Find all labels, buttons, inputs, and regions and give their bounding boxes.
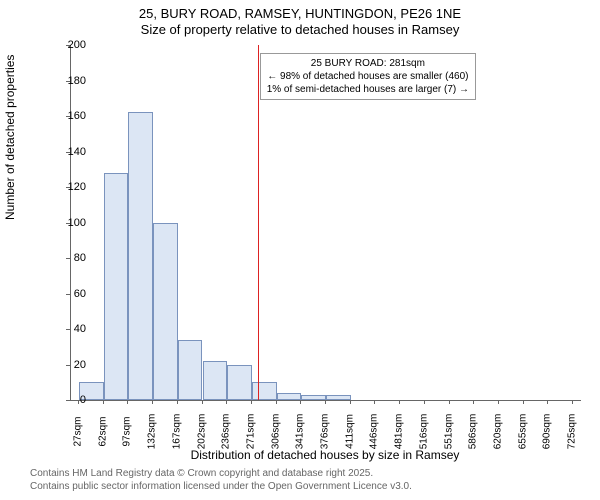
footer-line-2: Contains public sector information licen… [30, 481, 412, 492]
plot-area: 25 BURY ROAD: 281sqm ← 98% of detached h… [70, 45, 581, 401]
histogram-bar [153, 223, 178, 401]
x-tick-mark [350, 400, 351, 404]
y-tick-label: 80 [74, 252, 86, 264]
x-tick-mark [127, 400, 128, 404]
x-tick-label: 551sqm [443, 414, 454, 450]
annotation-line-1: 25 BURY ROAD: 281sqm [267, 57, 469, 70]
chart-container: 25, BURY ROAD, RAMSEY, HUNTINGDON, PE26 … [0, 0, 600, 500]
title-line-2: Size of property relative to detached ho… [0, 22, 600, 37]
y-tick-label: 200 [68, 39, 86, 51]
x-tick-label: 411sqm [344, 414, 355, 449]
x-tick-mark [177, 400, 178, 404]
x-tick-label: 341sqm [295, 414, 306, 450]
y-tick-label: 60 [74, 288, 86, 300]
x-tick-label: 27sqm [73, 416, 84, 446]
histogram-bar [104, 173, 129, 400]
y-tick-mark [66, 152, 70, 153]
histogram-bar [227, 365, 252, 401]
footer-line-1: Contains HM Land Registry data © Crown c… [30, 468, 373, 479]
histogram-bar [301, 395, 326, 400]
y-tick-mark [66, 258, 70, 259]
y-tick-label: 0 [80, 394, 86, 406]
x-tick-mark [202, 400, 203, 404]
y-tick-mark [66, 81, 70, 82]
x-tick-label: 516sqm [418, 414, 429, 450]
histogram-bar [326, 395, 351, 400]
x-tick-label: 62sqm [97, 416, 108, 446]
x-tick-label: 306sqm [270, 414, 281, 450]
y-tick-mark [66, 365, 70, 366]
x-tick-mark [374, 400, 375, 404]
y-tick-mark [66, 116, 70, 117]
y-tick-mark [66, 187, 70, 188]
x-tick-label: 481sqm [394, 414, 405, 450]
histogram-bar [203, 361, 228, 400]
x-tick-mark [325, 400, 326, 404]
y-tick-label: 20 [74, 359, 86, 371]
x-tick-label: 586sqm [468, 414, 479, 450]
x-tick-mark [78, 400, 79, 404]
histogram-bar [178, 340, 203, 400]
x-tick-label: 236sqm [221, 414, 232, 450]
x-tick-mark [424, 400, 425, 404]
x-tick-label: 690sqm [542, 414, 553, 450]
y-tick-label: 160 [68, 110, 86, 122]
reference-line [258, 45, 259, 400]
y-tick-label: 140 [68, 146, 86, 158]
y-axis-label: Number of detached properties [3, 55, 17, 220]
y-tick-label: 120 [68, 181, 86, 193]
x-tick-label: 271sqm [245, 414, 256, 450]
x-tick-mark [498, 400, 499, 404]
x-tick-mark [103, 400, 104, 404]
histogram-bar [128, 112, 153, 400]
y-tick-mark [66, 329, 70, 330]
x-tick-mark [300, 400, 301, 404]
x-tick-label: 376sqm [320, 414, 331, 450]
y-tick-mark [66, 223, 70, 224]
annotation-line-2: ← 98% of detached houses are smaller (46… [267, 70, 469, 83]
x-tick-mark [572, 400, 573, 404]
x-tick-label: 97sqm [122, 416, 133, 446]
x-axis-label: Distribution of detached houses by size … [70, 448, 580, 462]
x-tick-label: 655sqm [517, 414, 528, 450]
x-tick-mark [251, 400, 252, 404]
x-tick-mark [547, 400, 548, 404]
y-tick-mark [66, 45, 70, 46]
histogram-bar [277, 393, 302, 400]
x-tick-mark [449, 400, 450, 404]
annotation-line-3: 1% of semi-detached houses are larger (7… [267, 83, 469, 96]
x-tick-label: 202sqm [196, 414, 207, 450]
x-tick-label: 725sqm [567, 414, 578, 450]
x-tick-label: 446sqm [369, 414, 380, 450]
y-tick-label: 180 [68, 75, 86, 87]
y-tick-label: 100 [68, 217, 86, 229]
histogram-bar [252, 382, 277, 400]
annotation-box: 25 BURY ROAD: 281sqm ← 98% of detached h… [260, 53, 476, 100]
y-tick-mark [66, 400, 70, 401]
x-tick-label: 132sqm [147, 414, 158, 450]
y-tick-label: 40 [74, 323, 86, 335]
x-tick-mark [276, 400, 277, 404]
y-tick-mark [66, 294, 70, 295]
x-tick-mark [473, 400, 474, 404]
x-tick-label: 167sqm [171, 414, 182, 450]
x-tick-mark [399, 400, 400, 404]
x-tick-label: 620sqm [492, 414, 503, 450]
x-tick-mark [523, 400, 524, 404]
x-tick-mark [152, 400, 153, 404]
x-tick-mark [226, 400, 227, 404]
title-line-1: 25, BURY ROAD, RAMSEY, HUNTINGDON, PE26 … [0, 6, 600, 21]
